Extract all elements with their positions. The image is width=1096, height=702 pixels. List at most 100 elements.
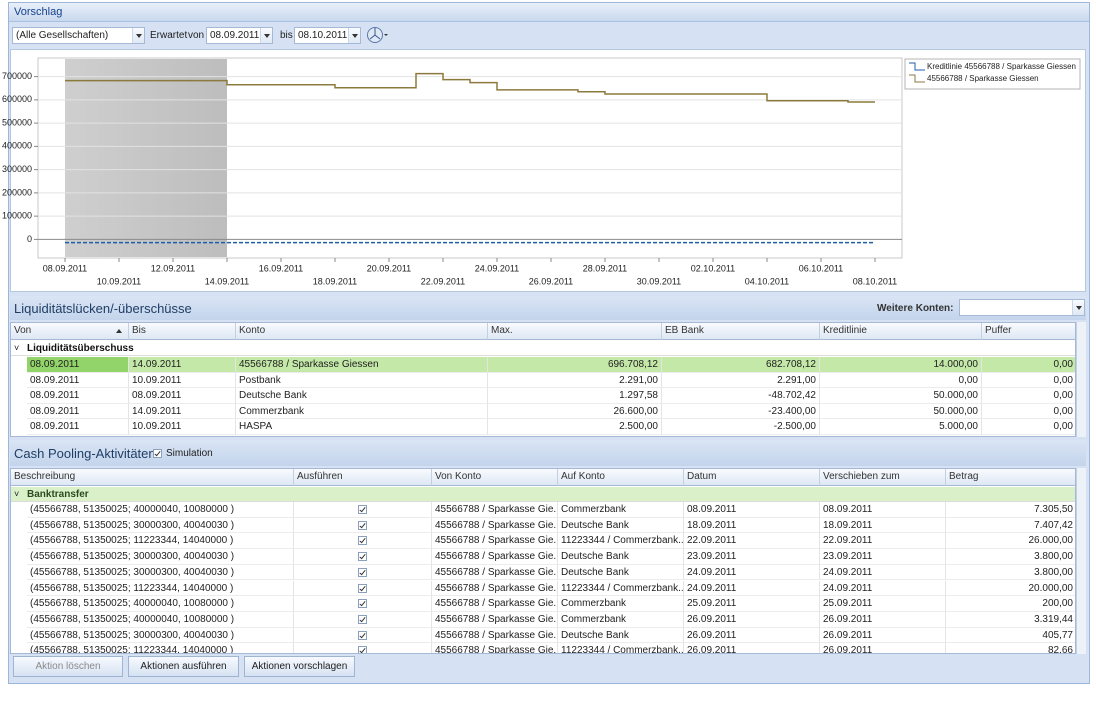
- table-row[interactable]: 08.09.2011 10.09.2011 Postbank 2.291,00 2.29…: [27, 372, 1075, 389]
- table-cell: (45566788, 51350025; 30000300, 40040030 …: [27, 517, 294, 534]
- column-header[interactable]: Von: [11, 323, 129, 340]
- chart-options-button[interactable]: [366, 26, 390, 45]
- table-row[interactable]: (45566788, 51350025; 11223344, 14040000 …: [27, 533, 1075, 550]
- company-combobox[interactable]: (Alle Gesellschaften): [12, 27, 145, 44]
- scrollbar[interactable]: [1076, 322, 1086, 437]
- table-cell: 26.600,00: [488, 403, 662, 420]
- execute-checkbox[interactable]: [358, 614, 367, 624]
- table-row[interactable]: (45566788, 51350025; 11223344, 14040000 …: [27, 643, 1075, 653]
- group-row[interactable]: Liquiditätsüberschuss: [11, 341, 1075, 356]
- column-header[interactable]: Datum: [684, 469, 820, 486]
- column-header[interactable]: Auf Konto: [558, 469, 684, 486]
- table-cell: 2.291,00: [662, 372, 820, 389]
- execute-checkbox[interactable]: [358, 646, 367, 653]
- company-value: (Alle Gesellschaften): [16, 30, 109, 41]
- dropdown-button[interactable]: [348, 28, 360, 43]
- table-row[interactable]: (45566788, 51350025; 30000300, 40040030 …: [27, 517, 1075, 534]
- table-cell: -2.500,00: [662, 419, 820, 435]
- execute-checkbox[interactable]: [358, 520, 367, 530]
- column-header[interactable]: Beschreibung: [11, 469, 294, 486]
- column-header[interactable]: Konto: [236, 323, 488, 340]
- execute-checkbox[interactable]: [358, 567, 367, 577]
- legend-swatch: [909, 74, 925, 83]
- table-cell: [294, 502, 432, 518]
- table-cell: 24.09.2011: [820, 564, 946, 581]
- table-row[interactable]: (45566788, 51350025; 40000040, 10080000 …: [27, 502, 1075, 518]
- table-row[interactable]: (45566788, 51350025; 30000300, 40040030 …: [27, 627, 1075, 644]
- execute-checkbox[interactable]: [358, 583, 367, 593]
- table-row[interactable]: (45566788, 51350025; 40000040, 10080000 …: [27, 611, 1075, 628]
- table-cell: (45566788, 51350025; 30000300, 40040030 …: [27, 549, 294, 565]
- x-tick-label: 24.09.2011: [475, 263, 519, 273]
- table-cell: (45566788, 51350025; 11223344, 14040000 …: [27, 533, 294, 550]
- table-cell: Postbank: [236, 372, 488, 389]
- column-header[interactable]: Von Konto: [432, 469, 558, 486]
- execute-checkbox[interactable]: [358, 505, 367, 514]
- table-row[interactable]: (45566788, 51350025; 30000300, 40040030 …: [27, 564, 1075, 581]
- table-row[interactable]: 08.09.2011 14.09.2011 Commerzbank 26.600,00…: [27, 403, 1075, 420]
- table-cell: 2.291,00: [488, 372, 662, 389]
- column-header[interactable]: Verschieben zum: [820, 469, 946, 486]
- execute-checkbox[interactable]: [358, 599, 367, 609]
- table-cell: 45566788 / Sparkasse Gie...: [432, 533, 558, 550]
- legend-label: Kreditlinie 45566788 / Sparkasse Giessen: [927, 62, 1076, 71]
- table-cell: 08.09.2011: [27, 357, 129, 373]
- simulation-checkbox[interactable]: [153, 449, 162, 458]
- execute-checkbox[interactable]: [358, 536, 367, 546]
- table-cell: 45566788 / Sparkasse Giessen: [236, 357, 488, 373]
- table-row[interactable]: (45566788, 51350025; 11223344, 14040000 …: [27, 580, 1075, 597]
- column-header[interactable]: Kreditlinie: [820, 323, 982, 340]
- table-row[interactable]: (45566788, 51350025; 40000040, 10080000 …: [27, 596, 1075, 612]
- table-cell: Deutsche Bank: [558, 564, 684, 581]
- table-cell: 24.09.2011: [684, 580, 820, 597]
- action-button[interactable]: Aktionen ausführen: [128, 656, 239, 677]
- from-label: von: [188, 30, 205, 41]
- column-header[interactable]: Puffer: [982, 323, 1075, 340]
- more-accounts-combobox[interactable]: [959, 299, 1085, 316]
- table-cell: 45566788 / Sparkasse Gie...: [432, 564, 558, 581]
- x-tick-label: 30.09.2011: [637, 276, 681, 286]
- table-cell: 7.305,50: [946, 502, 1075, 518]
- action-button[interactable]: Aktionen vorschlagen: [244, 656, 355, 677]
- y-tick-label: 0: [27, 234, 32, 244]
- from-date[interactable]: 08.09.2011: [206, 27, 273, 44]
- table-cell: 26.09.2011: [684, 627, 820, 644]
- table-cell: [294, 611, 432, 628]
- table-cell: 08.09.2011: [27, 419, 129, 435]
- dropdown-button[interactable]: [260, 28, 272, 43]
- column-header[interactable]: Max.: [488, 323, 662, 340]
- table-cell: Deutsche Bank: [236, 388, 488, 404]
- execute-checkbox[interactable]: [358, 630, 367, 640]
- table-cell: 11223344 / Commerzbank...: [558, 643, 684, 653]
- x-tick-label: 28.09.2011: [583, 263, 627, 273]
- x-tick-label: 20.09.2011: [367, 263, 411, 273]
- table-row[interactable]: (45566788, 51350025; 30000300, 40040030 …: [27, 549, 1075, 565]
- column-header[interactable]: Ausführen: [294, 469, 432, 486]
- execute-checkbox[interactable]: [358, 552, 367, 562]
- action-button[interactable]: Aktion löschen: [13, 656, 123, 677]
- column-header[interactable]: Bis: [129, 323, 236, 340]
- table-row[interactable]: 08.09.2011 08.09.2011 Deutsche Bank 1.297,5…: [27, 388, 1075, 404]
- table-row[interactable]: 08.09.2011 10.09.2011 HASPA 2.500,00 -2.500,…: [27, 419, 1075, 435]
- column-header[interactable]: EB Bank: [662, 323, 820, 340]
- dropdown-button[interactable]: [1072, 300, 1084, 315]
- liquidity-table: Von Bis Konto Max. EB Bank Kreditlinie Puffer L…: [10, 322, 1076, 437]
- scrollbar[interactable]: [1076, 468, 1086, 654]
- column-header[interactable]: Betrag: [946, 469, 1075, 486]
- section-title: Liquiditätslücken/-überschüsse: [14, 301, 192, 316]
- table-cell: 0,00: [982, 373, 1075, 389]
- table-cell: Commerzbank: [558, 611, 684, 628]
- group-row[interactable]: Banktransfer: [11, 487, 1075, 502]
- to-date[interactable]: 08.10.2011: [294, 27, 361, 44]
- table-row[interactable]: 08.09.2011 14.09.2011 45566788 / Sparkasse…: [27, 357, 1075, 373]
- table-cell: 0,00: [982, 419, 1075, 435]
- table-cell: 1.297,58: [488, 388, 662, 404]
- table-cell: 08.09.2011: [129, 388, 236, 404]
- table-cell: 11223344 / Commerzbank...: [558, 580, 684, 597]
- from-date-value: 08.09.2011: [210, 30, 260, 41]
- dropdown-button[interactable]: [132, 28, 144, 43]
- table-cell: 0,00: [820, 372, 982, 389]
- table-cell: 08.09.2011: [27, 388, 129, 404]
- x-tick-label: 10.09.2011: [97, 276, 141, 286]
